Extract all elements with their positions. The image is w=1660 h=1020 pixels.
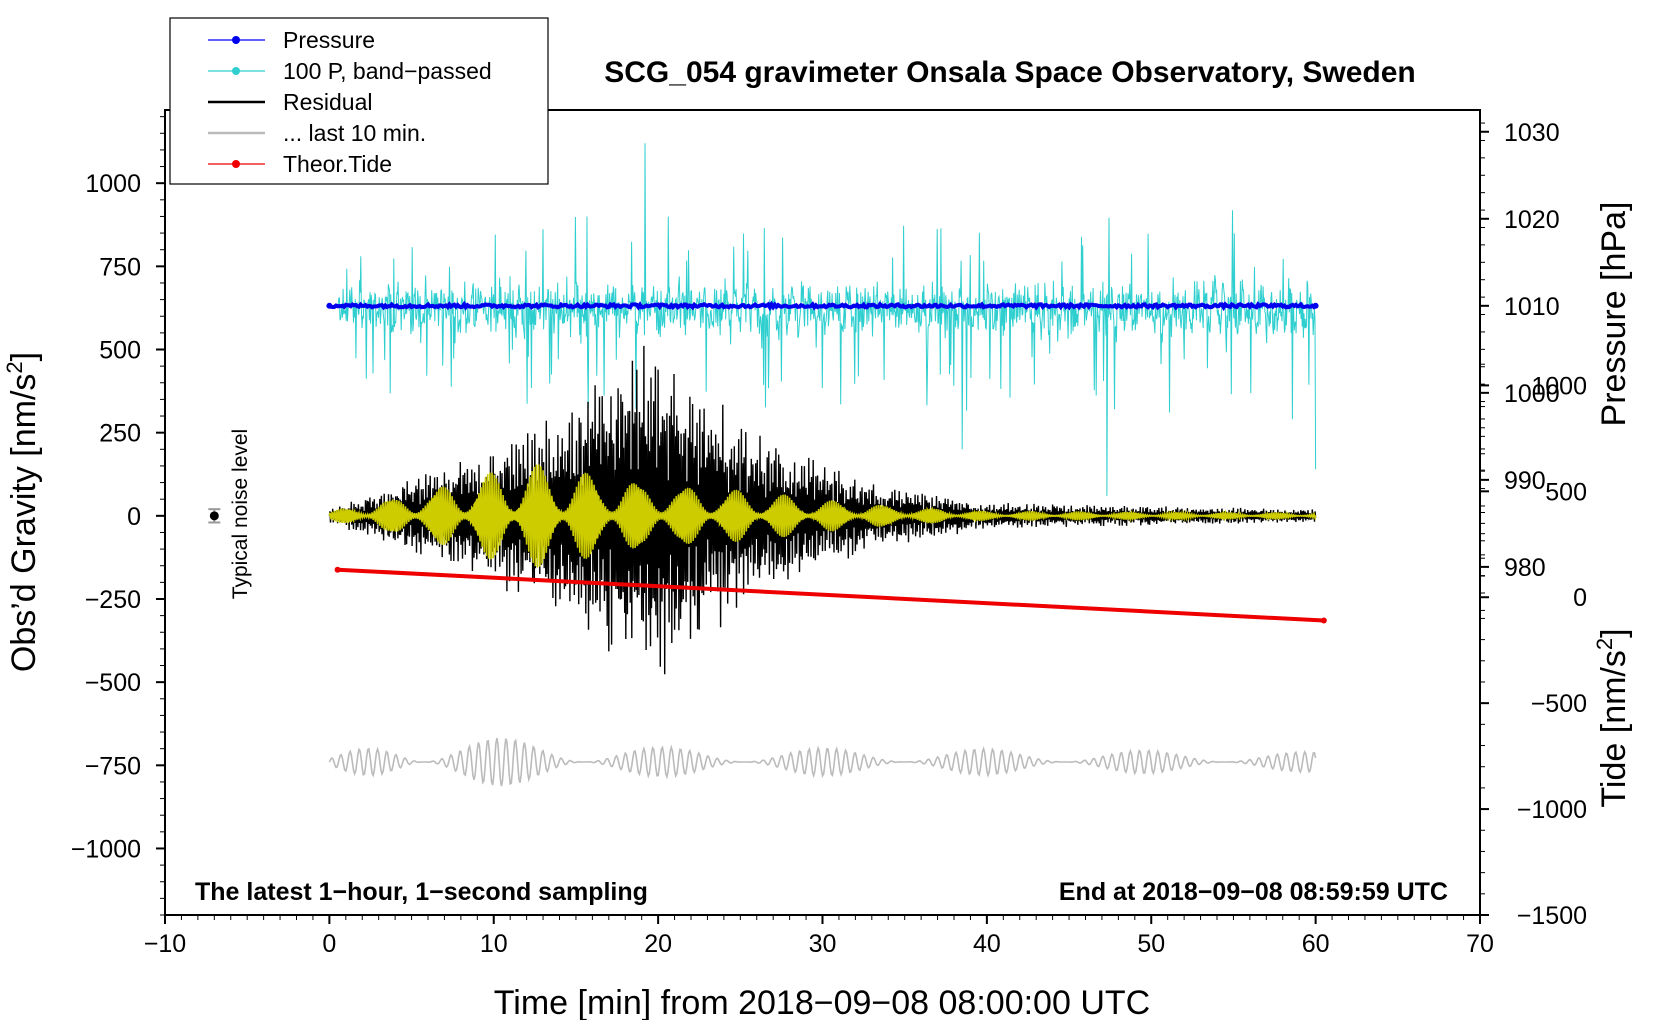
- series-filtered-residual: [328, 464, 1317, 568]
- y-axis-title-tide: Tide [nm/s2]: [1592, 628, 1633, 807]
- annotation-right: End at 2018−09−08 08:59:59 UTC: [1059, 878, 1448, 906]
- y-pressure-tick-label: 1030: [1504, 119, 1560, 147]
- y-left-tick-label: 750: [99, 253, 141, 281]
- y-left-tick-label: −250: [85, 586, 141, 614]
- series-theoretical-tide: [337, 567, 1324, 623]
- y-pressure-tick-label: 990: [1504, 467, 1546, 495]
- y-axis-title-pressure: Pressure [hPa]: [1595, 202, 1633, 427]
- x-tick-label: 70: [1466, 930, 1494, 958]
- y-left-tick-label: 250: [99, 420, 141, 448]
- y-tide-tick-label: 0: [1573, 584, 1587, 612]
- x-tick-label: 60: [1302, 930, 1330, 958]
- x-tick-label: −10: [144, 930, 186, 958]
- tide-start-point: [334, 566, 341, 573]
- x-tick-label: 10: [480, 930, 508, 958]
- y-left-tick-label: 1000: [85, 170, 141, 198]
- y-tide-tick-label: −1000: [1517, 796, 1587, 824]
- noise-level-point: [209, 511, 219, 521]
- y-tide-tick-label: −500: [1531, 690, 1587, 718]
- y-pressure-tick-label: 1000: [1504, 380, 1560, 408]
- y-left-tick-label: 0: [127, 503, 141, 531]
- x-tick-label: 50: [1137, 930, 1165, 958]
- x-tick-label: 30: [809, 930, 837, 958]
- pressure-start-point: [326, 302, 333, 309]
- y-left-tick-label: −750: [85, 752, 141, 780]
- y-pressure-tick-label: 1010: [1504, 293, 1560, 321]
- y-tide-tick-label: −1500: [1517, 902, 1587, 930]
- y-left-tick-label: 500: [99, 337, 141, 365]
- pressure-end-point: [1312, 302, 1319, 309]
- series-pressure: [328, 300, 1317, 312]
- legend-label-2: Residual: [283, 89, 373, 115]
- y-pressure-tick-label: 980: [1504, 554, 1546, 582]
- y-tide-tick-label: 1000: [1531, 372, 1587, 400]
- y-tide-tick-label: 500: [1545, 478, 1587, 506]
- x-tick-label: 0: [322, 930, 336, 958]
- text-layer: SCG_054 gravimeter Onsala Space Observat…: [2, 56, 1633, 1020]
- y-left-tick-label: −500: [85, 669, 141, 697]
- chart-title: SCG_054 gravimeter Onsala Space Observat…: [604, 56, 1416, 89]
- legend-label-4: Theor.Tide: [283, 151, 392, 177]
- x-axis-title: Time [min] from 2018−09−08 08:00:00 UTC: [494, 984, 1150, 1020]
- series-last-10-min: [328, 737, 1317, 787]
- noise-level-label: Typical noise level: [229, 429, 252, 599]
- legend: Pressure 100 P, band−passed Residual ... la…: [169, 17, 549, 185]
- x-tick-label: 40: [973, 930, 1001, 958]
- legend-label-3: ... last 10 min.: [283, 120, 426, 146]
- y-pressure-tick-label: 1020: [1504, 206, 1560, 234]
- y-axis-title-left: Obs’d Gravity [nm/s2]: [2, 352, 43, 672]
- legend-label-1: 100 P, band−passed: [283, 58, 492, 84]
- x-tick-label: 20: [644, 930, 672, 958]
- legend-marker-1: [232, 67, 240, 75]
- legend-label-0: Pressure: [283, 27, 375, 53]
- series-band-passed-pressure: [337, 143, 1317, 496]
- data-layer: [208, 143, 1327, 787]
- tide-end-point: [1320, 617, 1327, 624]
- legend-marker-4: [232, 160, 240, 168]
- annotation-left: The latest 1−hour, 1−second sampling: [195, 878, 648, 906]
- frame-layer: −10 0 10 20 30 40 50 60 7010007505002500−250−500…: [71, 109, 1587, 958]
- y-left-tick-label: −1000: [71, 835, 141, 863]
- legend-marker-0: [232, 36, 240, 44]
